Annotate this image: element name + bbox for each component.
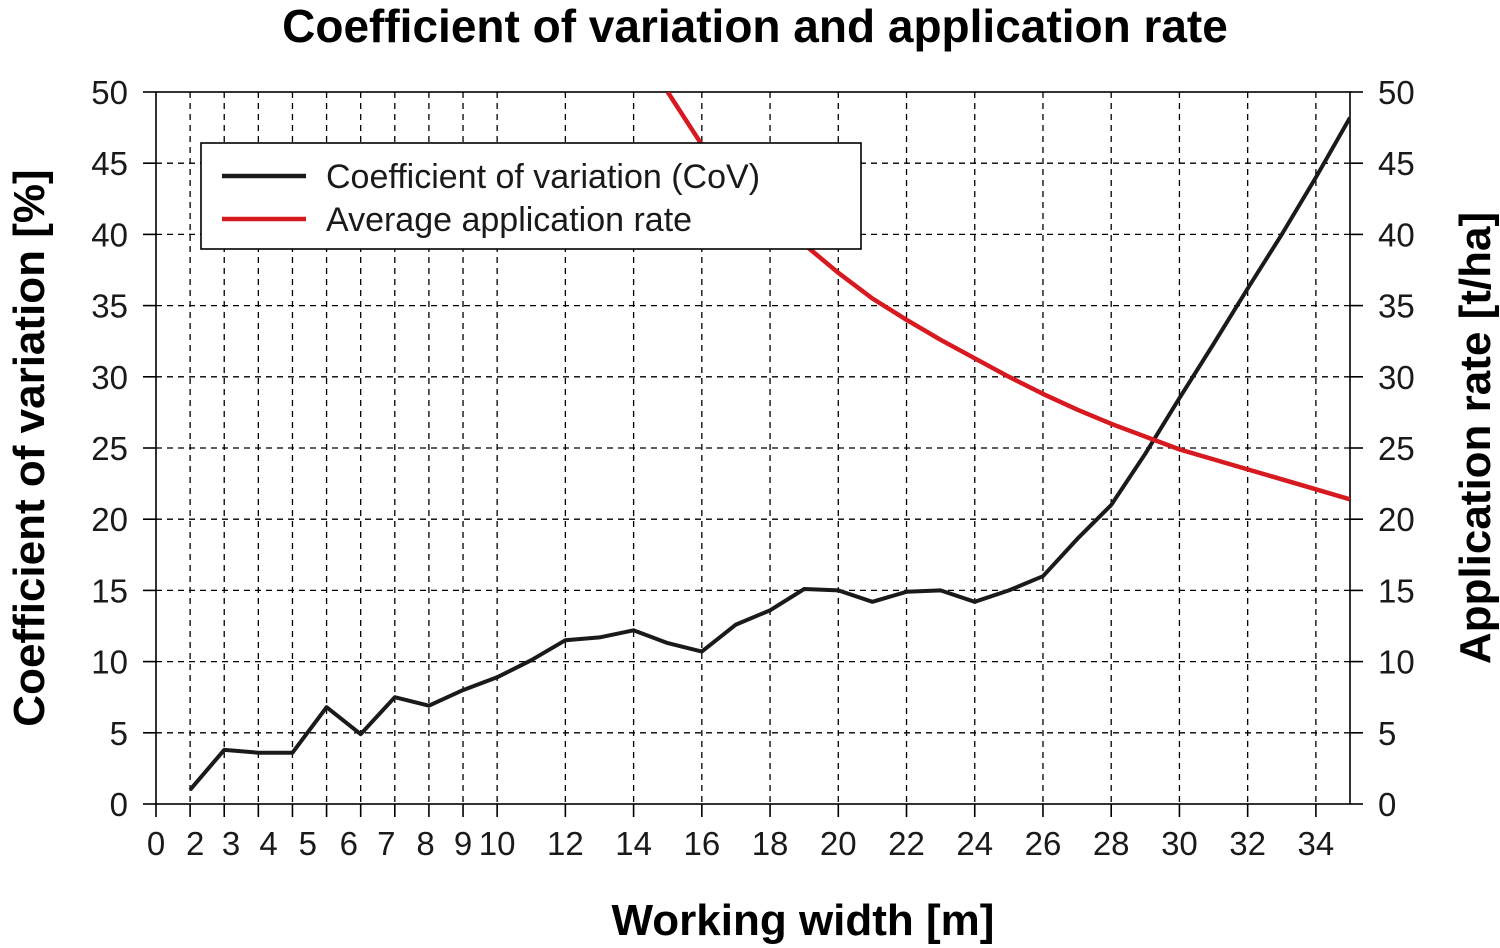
y-left-tick-label: 45 — [91, 145, 128, 182]
y-right-tick-label: 20 — [1378, 501, 1415, 538]
x-tick-label: 5 — [299, 825, 317, 862]
legend-box — [200, 142, 862, 250]
y-right-tick-label: 50 — [1378, 74, 1415, 111]
x-tick-label: 2 — [186, 825, 204, 862]
y-left-tick-label: 30 — [91, 359, 128, 396]
y-left-tick-label: 20 — [91, 501, 128, 538]
x-tick-label: 4 — [259, 825, 277, 862]
x-tick-label: 0 — [147, 825, 165, 862]
x-tick-label: 34 — [1298, 825, 1335, 862]
x-tick-label: 20 — [820, 825, 857, 862]
x-tick-label: 9 — [454, 825, 472, 862]
x-tick-label: 16 — [683, 825, 720, 862]
y-left-tick-label: 15 — [91, 572, 128, 609]
x-tick-label: 10 — [479, 825, 516, 862]
x-tick-label: 6 — [340, 825, 358, 862]
y-left-tick-label: 25 — [91, 430, 128, 467]
y-right-tick-label: 25 — [1378, 430, 1415, 467]
legend: Coefficient of variation (CoV) Average a… — [200, 142, 862, 250]
grid — [156, 92, 1350, 804]
x-tick-label: 14 — [615, 825, 652, 862]
x-tick-label: 7 — [377, 825, 395, 862]
legend-label-rate: Average application rate — [326, 201, 692, 239]
x-tick-label: 26 — [1025, 825, 1062, 862]
x-axis-title: Working width [m] — [612, 896, 995, 945]
y-right-tick-label: 5 — [1378, 715, 1396, 752]
x-tick-label: 28 — [1093, 825, 1130, 862]
y-right-tick-label: 10 — [1378, 644, 1415, 681]
y-left-tick-label: 50 — [91, 74, 128, 111]
x-tick-label: 8 — [416, 825, 434, 862]
chart-title: Coefficient of variation and application… — [282, 0, 1228, 52]
legend-label-cov: Coefficient of variation (CoV) — [326, 158, 760, 196]
x-tick-label: 30 — [1161, 825, 1198, 862]
x-tick-label: 32 — [1229, 825, 1266, 862]
y-left-tick-label: 40 — [91, 216, 128, 253]
y-right-tick-label: 0 — [1378, 786, 1396, 823]
y-right-tick-label: 30 — [1378, 359, 1415, 396]
y-axis-title-left: Coefficient of variation [%] — [5, 169, 54, 726]
y-right-tick-label: 35 — [1378, 288, 1415, 325]
y-left-tick-label: 0 — [110, 786, 128, 823]
y-axis-title-right: Application rate [t/ha] — [1451, 212, 1500, 664]
y-right-tick-label: 15 — [1378, 572, 1415, 609]
x-tick-label: 18 — [752, 825, 789, 862]
cov-series-line — [188, 116, 1350, 792]
x-tick-label: 3 — [222, 825, 240, 862]
x-tick-label: 22 — [888, 825, 925, 862]
y-right-tick-label: 40 — [1378, 216, 1415, 253]
y-left-tick-label: 5 — [110, 715, 128, 752]
x-tick-label: 12 — [547, 825, 584, 862]
y-right-tick-label: 45 — [1378, 145, 1415, 182]
y-left-tick-label: 10 — [91, 644, 128, 681]
y-left-tick-label: 35 — [91, 288, 128, 325]
x-tick-label: 24 — [956, 825, 993, 862]
